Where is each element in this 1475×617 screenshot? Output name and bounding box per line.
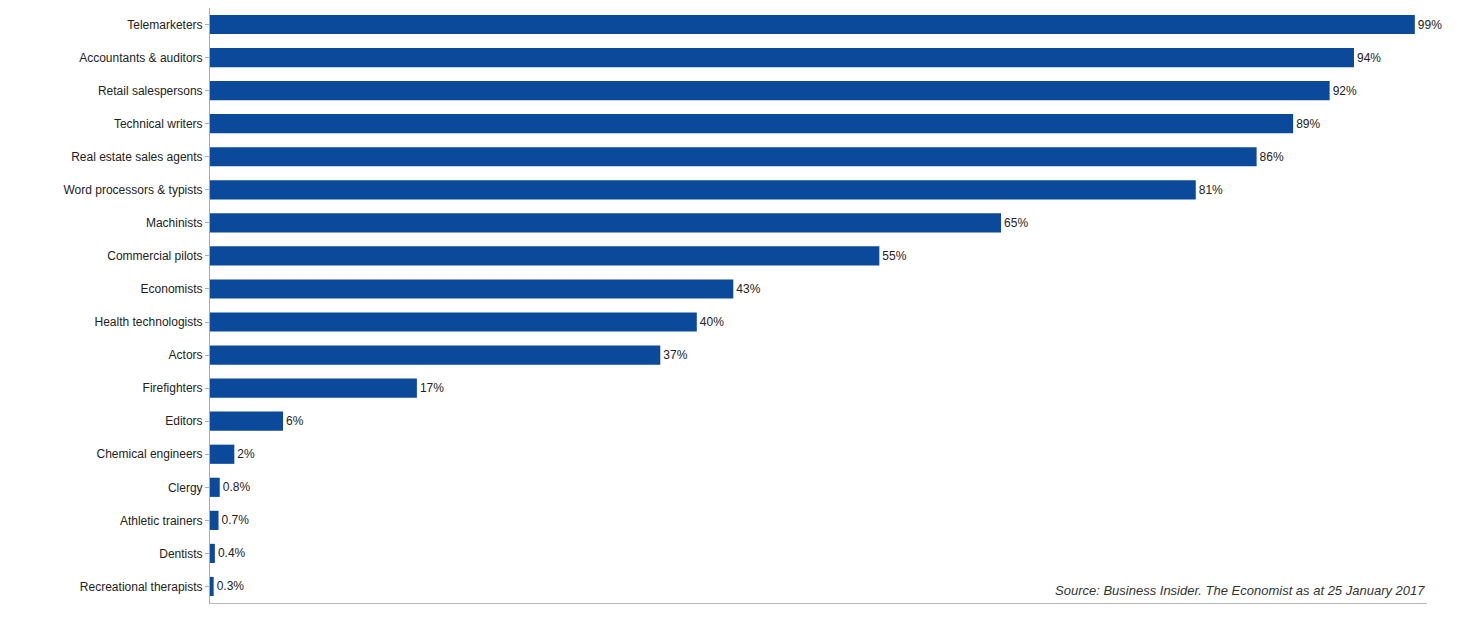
svg-text:Source: Business Insider. The: Source: Business Insider. The Economist … [1055,583,1425,598]
svg-text:Commercial pilots: Commercial pilots [107,249,202,263]
svg-text:92%: 92% [1333,84,1357,98]
svg-text:Word processors & typists: Word processors & typists [63,183,202,197]
svg-text:Technical writers: Technical writers [114,117,203,131]
svg-text:Clergy: Clergy [168,481,203,495]
svg-text:86%: 86% [1260,150,1284,164]
svg-text:Firefighters: Firefighters [143,381,203,395]
svg-text:65%: 65% [1004,216,1028,230]
svg-text:Actors: Actors [169,348,203,362]
svg-text:Recreational therapists: Recreational therapists [80,580,203,594]
svg-text:55%: 55% [882,249,906,263]
svg-text:2%: 2% [237,447,255,461]
svg-text:0.3%: 0.3% [217,579,245,593]
svg-text:89%: 89% [1296,117,1320,131]
svg-text:0.4%: 0.4% [218,546,246,560]
svg-text:Athletic trainers: Athletic trainers [120,514,203,528]
svg-text:Health technologists: Health technologists [95,315,203,329]
svg-text:Telemarketers: Telemarketers [127,18,202,32]
svg-text:6%: 6% [286,414,304,428]
svg-text:Real estate sales agents: Real estate sales agents [71,150,202,164]
svg-text:43%: 43% [736,282,760,296]
svg-text:0.7%: 0.7% [222,513,250,527]
svg-text:Economists: Economists [141,282,203,296]
svg-text:0.8%: 0.8% [223,480,251,494]
svg-text:81%: 81% [1199,183,1223,197]
svg-text:Accountants & auditors: Accountants & auditors [79,51,202,65]
svg-text:Chemical engineers: Chemical engineers [97,447,203,461]
svg-text:Dentists: Dentists [159,547,202,561]
svg-text:37%: 37% [663,348,687,362]
svg-text:99%: 99% [1418,18,1442,32]
svg-text:Machinists: Machinists [146,216,203,230]
svg-text:Retail salespersons: Retail salespersons [98,84,203,98]
svg-text:40%: 40% [700,315,724,329]
svg-text:Editors: Editors [165,414,202,428]
svg-text:17%: 17% [420,381,444,395]
svg-text:94%: 94% [1357,51,1381,65]
